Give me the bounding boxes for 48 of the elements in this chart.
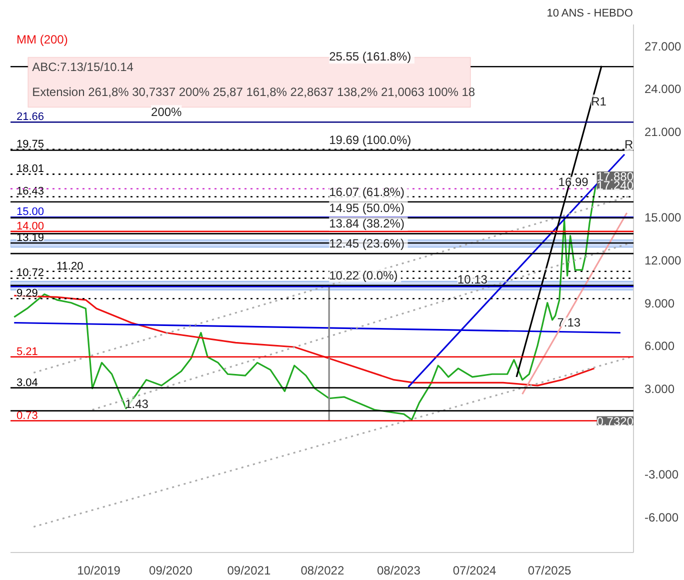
y-tick-label: -3.000: [644, 468, 679, 482]
y-tick-label: 3.000: [644, 382, 675, 396]
x-tick-label: 08/2023: [377, 564, 421, 578]
annotation: 16.99: [558, 174, 589, 189]
annotation: 14.95 (50.0%): [329, 200, 404, 215]
x-tick-label: 07/2025: [528, 564, 572, 578]
ref-line-label: 19.75: [16, 138, 44, 150]
annotation: R1: [591, 94, 607, 109]
ref-line-label: 15.00: [16, 206, 44, 218]
annotation: 16.07 (61.8%): [329, 184, 404, 199]
y-tick-label: 9.000: [644, 296, 675, 310]
annotation: ABC:7.13/15/10.14: [32, 60, 134, 74]
y-tick-label: 15.000: [644, 210, 682, 225]
ref-line-label: 3.04: [16, 376, 38, 389]
ref-line-label: 18.01: [16, 163, 44, 176]
x-tick-label: 09/2020: [149, 564, 193, 578]
ref-line-label: 14.00: [16, 220, 44, 232]
ref-line-label: 9.29: [16, 288, 38, 300]
x-tick-label: 10/2019: [77, 564, 121, 578]
annotation: R: [624, 137, 634, 152]
x-tick-label: 08/2022: [300, 564, 344, 578]
y-tick-label: 12.000: [644, 253, 682, 268]
annotation: Extension 261,8% 30,7337 200% 25,87 161,8% 22,8637 138,2% 21,0063 100% 18: [32, 85, 476, 100]
y-tick-label: 24.000: [644, 82, 682, 96]
y-tick-label: 6.000: [644, 339, 675, 354]
ref-line-label: 5.21: [16, 346, 38, 358]
chart-title: 10 ANS - HEBDO: [546, 8, 634, 20]
annotation: 10.22 (0.0%): [329, 268, 398, 282]
annotation: 10.13: [457, 272, 488, 287]
ref-line-label: 10.72: [16, 267, 44, 280]
annotation: 1.43: [125, 396, 149, 411]
annotation: 25.55 (161.8%): [329, 50, 412, 64]
annotation: 0.7320: [596, 414, 634, 428]
x-tick-label: 09/2021: [227, 564, 271, 578]
y-tick-label: -6.000: [644, 510, 679, 524]
x-tick-label: 07/2024: [452, 564, 497, 578]
annotation: 13.84 (38.2%): [329, 216, 404, 231]
annotation: 12.45 (23.6%): [329, 236, 404, 251]
ref-line-label: 21.66: [16, 111, 44, 124]
y-tick-label: 27.000: [644, 39, 682, 54]
annotation: 200%: [151, 105, 182, 120]
annotation: 7.13: [557, 315, 581, 330]
ref-line-label: 0.73: [16, 410, 38, 422]
annotation: 19.69 (100.0%): [329, 133, 412, 148]
ref-line-label: 11.20: [56, 260, 84, 272]
y-tick-label: 21.000: [644, 125, 682, 140]
text: MM (200): [16, 32, 68, 46]
ref-line-label: 16.43: [16, 186, 44, 198]
